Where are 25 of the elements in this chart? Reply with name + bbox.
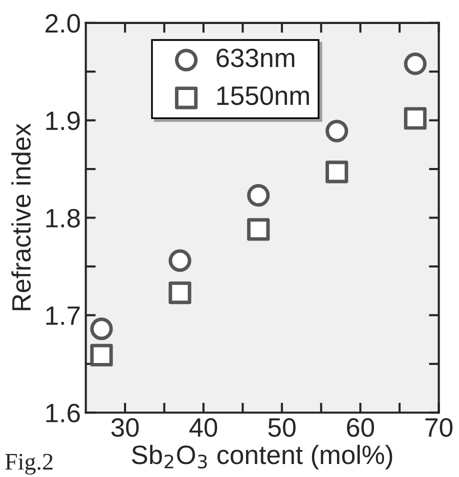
y-tick-label: 1.7 [46, 306, 80, 325]
x-axis-title: Sb$_{2}$O$_{3}$ content (mol%) [132, 444, 392, 470]
point [168, 249, 192, 272]
y-tick-label: 1.8 [46, 208, 80, 228]
point [247, 218, 270, 241]
point [168, 281, 192, 304]
x-tick-label: 70 [425, 418, 452, 437]
point [326, 160, 348, 184]
point [90, 344, 113, 366]
x-tick-label: 50 [268, 418, 296, 437]
point [404, 107, 427, 130]
y-tick-label: 2.0 [46, 14, 80, 33]
point [90, 318, 113, 340]
caption: Fig.2 [5, 454, 52, 475]
point [404, 52, 427, 76]
y-tick-label: 1.6 [46, 404, 80, 422]
y-axis-title: Refractive index [11, 123, 31, 310]
point [326, 120, 348, 142]
x-tick-label: 30 [111, 418, 139, 437]
point [247, 184, 270, 207]
x-tick-label: 60 [347, 418, 374, 437]
y-tick-label: 1.9 [46, 111, 80, 130]
x-tick-label: 40 [189, 418, 218, 437]
legend-label: 1550nm [217, 86, 309, 106]
legend-label: 633nm [216, 48, 294, 68]
